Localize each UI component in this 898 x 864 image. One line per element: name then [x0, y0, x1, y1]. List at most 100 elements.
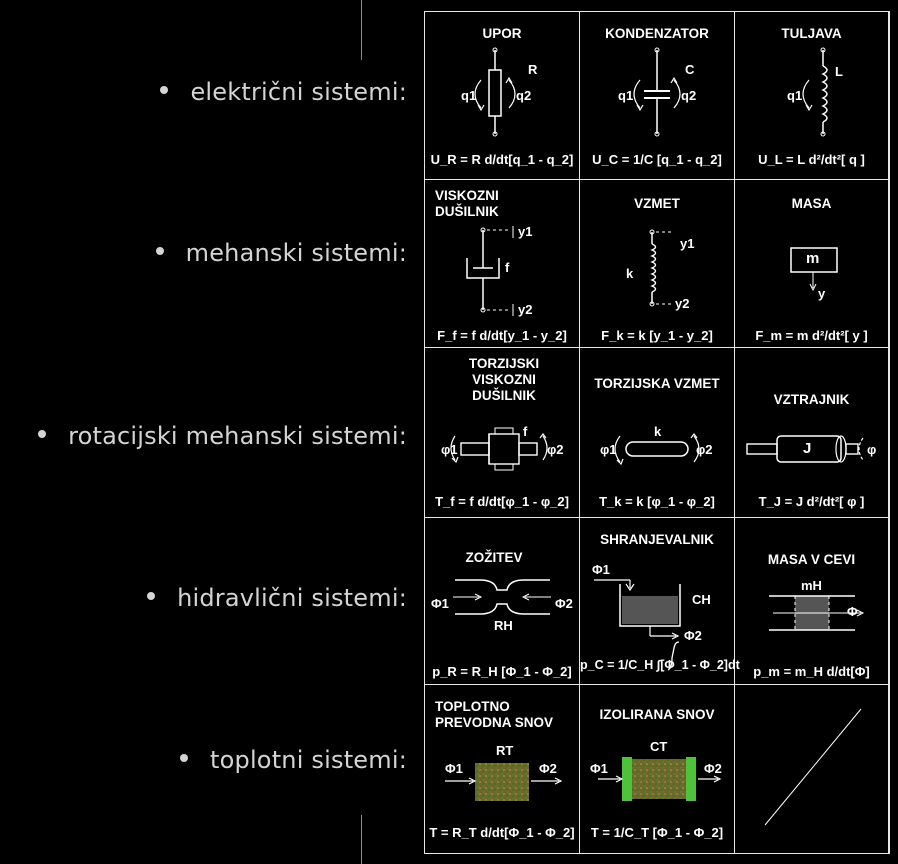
- category-label: električni sistemi:: [190, 78, 407, 106]
- label-k: k: [654, 424, 662, 439]
- torsional-spring-symbol: [614, 433, 700, 466]
- category-electrical: električni sistemi:: [160, 78, 407, 106]
- cell-vzmet: VZMET y1 k y2 F_k = k [y_1 - y_2]: [580, 180, 735, 348]
- formula: p_R = R_H [Φ_1 - Φ_2]: [432, 664, 572, 679]
- cell-title: ZOŽITEV: [465, 550, 523, 565]
- label-phi2: Φ2: [704, 761, 722, 776]
- cell-izolirana: IZOLIRANA SNOV CT Φ1 Φ2 T = 1/C_T [Φ_1: [580, 685, 735, 853]
- cell-vztrajnik: VZTRAJNIK J φ T_J = J d²/dt²[ φ ]: [735, 348, 889, 518]
- label-q2: q2: [516, 88, 532, 103]
- empty-cell-diagonal: [764, 708, 862, 826]
- formula: T = R_T d/dt[Φ_1 - Φ_2]: [429, 825, 575, 840]
- formula: T_J = J d²/dt²[ φ ]: [758, 494, 865, 509]
- cell-torzijska-vzmet: TORZIJSKA VZMET k φ1 φ2 T_k = k [φ_1 - φ…: [580, 348, 735, 518]
- cell-title: UPOR: [482, 26, 522, 41]
- formula: U_C = 1/C [q_1 - q_2]: [592, 152, 722, 167]
- cell-title: VZMET: [634, 196, 680, 211]
- label-phi1: Φ1: [590, 761, 608, 776]
- label-phi1: Φ1: [592, 562, 610, 577]
- formula: T = 1/C_T [Φ_1 - Φ_2]: [590, 825, 724, 840]
- label-rt: RT: [496, 743, 514, 758]
- label-phi1: φ1: [600, 442, 617, 457]
- label-k: k: [626, 266, 634, 281]
- label-y: y: [818, 286, 826, 301]
- label-phi2: Φ2: [684, 628, 702, 643]
- label-q1: q1: [461, 88, 477, 103]
- label-phi: Φ: [847, 604, 858, 619]
- constriction-symbol: [453, 579, 551, 615]
- cell-title: SHRANJEVALNIK: [600, 532, 714, 547]
- category-rotational: rotacijski mehanski sistemi:: [38, 422, 407, 450]
- bullet-icon: [160, 86, 169, 94]
- cell-title: KONDENZATOR: [605, 26, 709, 41]
- category-label: rotacijski mehanski sistemi:: [68, 422, 407, 450]
- cell-title: TORZIJSKA VZMET: [594, 376, 720, 391]
- cell-kondenzator: KONDENZATOR C q1 q2 U_C = 1/C [q_1 - q_2…: [580, 12, 735, 180]
- formula: F_f = f d/dt[y_1 - y_2]: [437, 328, 567, 343]
- flywheel-symbol: [746, 435, 864, 463]
- cell-title: VISKOZNI DUŠILNIK: [435, 188, 499, 219]
- cell-torzijski-dusilnik: TORZIJSKI VISKOZNI DUŠILNIK f φ1 φ2 T_f …: [425, 348, 580, 518]
- label-q1: q1: [618, 88, 634, 103]
- label-y1: y1: [518, 224, 533, 239]
- cell-tuljava: TULJAVA L q1 U_L = L d²/dt²[ q ]: [735, 12, 889, 180]
- insulator-symbol: [598, 757, 722, 801]
- resistor-symbol: [474, 47, 516, 137]
- label-phi1: Φ1: [431, 596, 449, 611]
- torsional-damper-symbol: [450, 427, 548, 471]
- label-q2: q2: [681, 88, 697, 103]
- cell-masa-v-cevi: MASA V CEVI mH Φ p_m = m_H d/dt[Φ]: [735, 518, 889, 685]
- tank-symbol: [594, 579, 681, 671]
- label-l: L: [835, 64, 843, 79]
- capacitor-symbol: [633, 47, 681, 137]
- category-mechanical: mehanski sistemi:: [155, 239, 407, 267]
- category-label: toplotni sistemi:: [210, 746, 407, 774]
- cell-title: IZOLIRANA SNOV: [599, 707, 715, 722]
- conductor-symbol: [445, 763, 563, 801]
- cell-upor: UPOR R q1 q2 U_R = R d/dt[q_1 - q_2]: [425, 12, 580, 180]
- formula: T_k = k [φ_1 - φ_2]: [599, 494, 715, 509]
- cell-title: TORZIJSKI VISKOZNI DUŠILNIK: [468, 356, 540, 403]
- divider-bottom: [361, 815, 362, 864]
- cell-title: MASA V CEVI: [767, 552, 856, 567]
- element-grid: UPOR R q1 q2 U_R = R d/dt[q_1 - q_2] KON…: [424, 11, 890, 854]
- label-phi2: φ2: [696, 442, 713, 457]
- cell-viskozni-dusilnik: VISKOZNI DUŠILNIK y1 f y2 F_f = f d/dt[y…: [425, 180, 580, 348]
- inductor-symbol: [802, 47, 828, 137]
- cell-zozitev: ZOŽITEV Φ1 Φ2 RH p_R = R_H [Φ_1 - Φ_2]: [425, 518, 580, 685]
- label-phi2: Φ2: [539, 761, 557, 776]
- label-r: R: [528, 62, 538, 77]
- cell-title: VZTRAJNIK: [773, 392, 850, 407]
- label-mh: mH: [801, 578, 822, 593]
- label-y1: y1: [680, 236, 695, 251]
- category-label: hidravlični sistemi:: [177, 584, 407, 612]
- label-c: C: [685, 62, 695, 77]
- cell-toplotno: TOPLOTNO PREVODNA SNOV RT Φ1 Φ2 T = R_T …: [425, 685, 580, 853]
- formula: F_m = m d²/dt²[ y ]: [755, 328, 868, 343]
- damper-symbol: [466, 226, 514, 316]
- cell-empty: [735, 685, 889, 853]
- label-y2: y2: [518, 302, 533, 317]
- label-rh: RH: [494, 618, 513, 633]
- mass-symbol: [790, 247, 838, 292]
- spring-symbol: [649, 229, 672, 307]
- category-hydraulic: hidravlični sistemi:: [147, 584, 407, 612]
- label-phi2: Φ2: [555, 596, 573, 611]
- label-phi1: φ1: [441, 442, 458, 457]
- formula: U_R = R d/dt[q_1 - q_2]: [430, 152, 574, 167]
- bullet-icon: [180, 754, 189, 762]
- label-phi2: φ2: [547, 442, 564, 457]
- label-j: J: [803, 440, 812, 457]
- cell-title: TOPLOTNO PREVODNA SNOV: [435, 699, 554, 730]
- cell-title: TULJAVA: [781, 26, 842, 41]
- pipe-mass-symbol: [769, 595, 865, 631]
- label-f: f: [505, 260, 510, 275]
- divider-top: [361, 0, 362, 60]
- formula: p_m = m_H d/dt[Φ]: [753, 664, 870, 679]
- bullet-icon: [38, 430, 47, 438]
- formula: F_k = k [y_1 - y_2]: [601, 328, 713, 343]
- formula: p_C = 1/C_H ∫[Φ_1 - Φ_2]dt: [580, 658, 740, 672]
- formula: T_f = f d/dt[φ_1 - φ_2]: [435, 494, 569, 509]
- category-thermal: toplotni sistemi:: [180, 746, 407, 774]
- label-f: f: [523, 424, 528, 439]
